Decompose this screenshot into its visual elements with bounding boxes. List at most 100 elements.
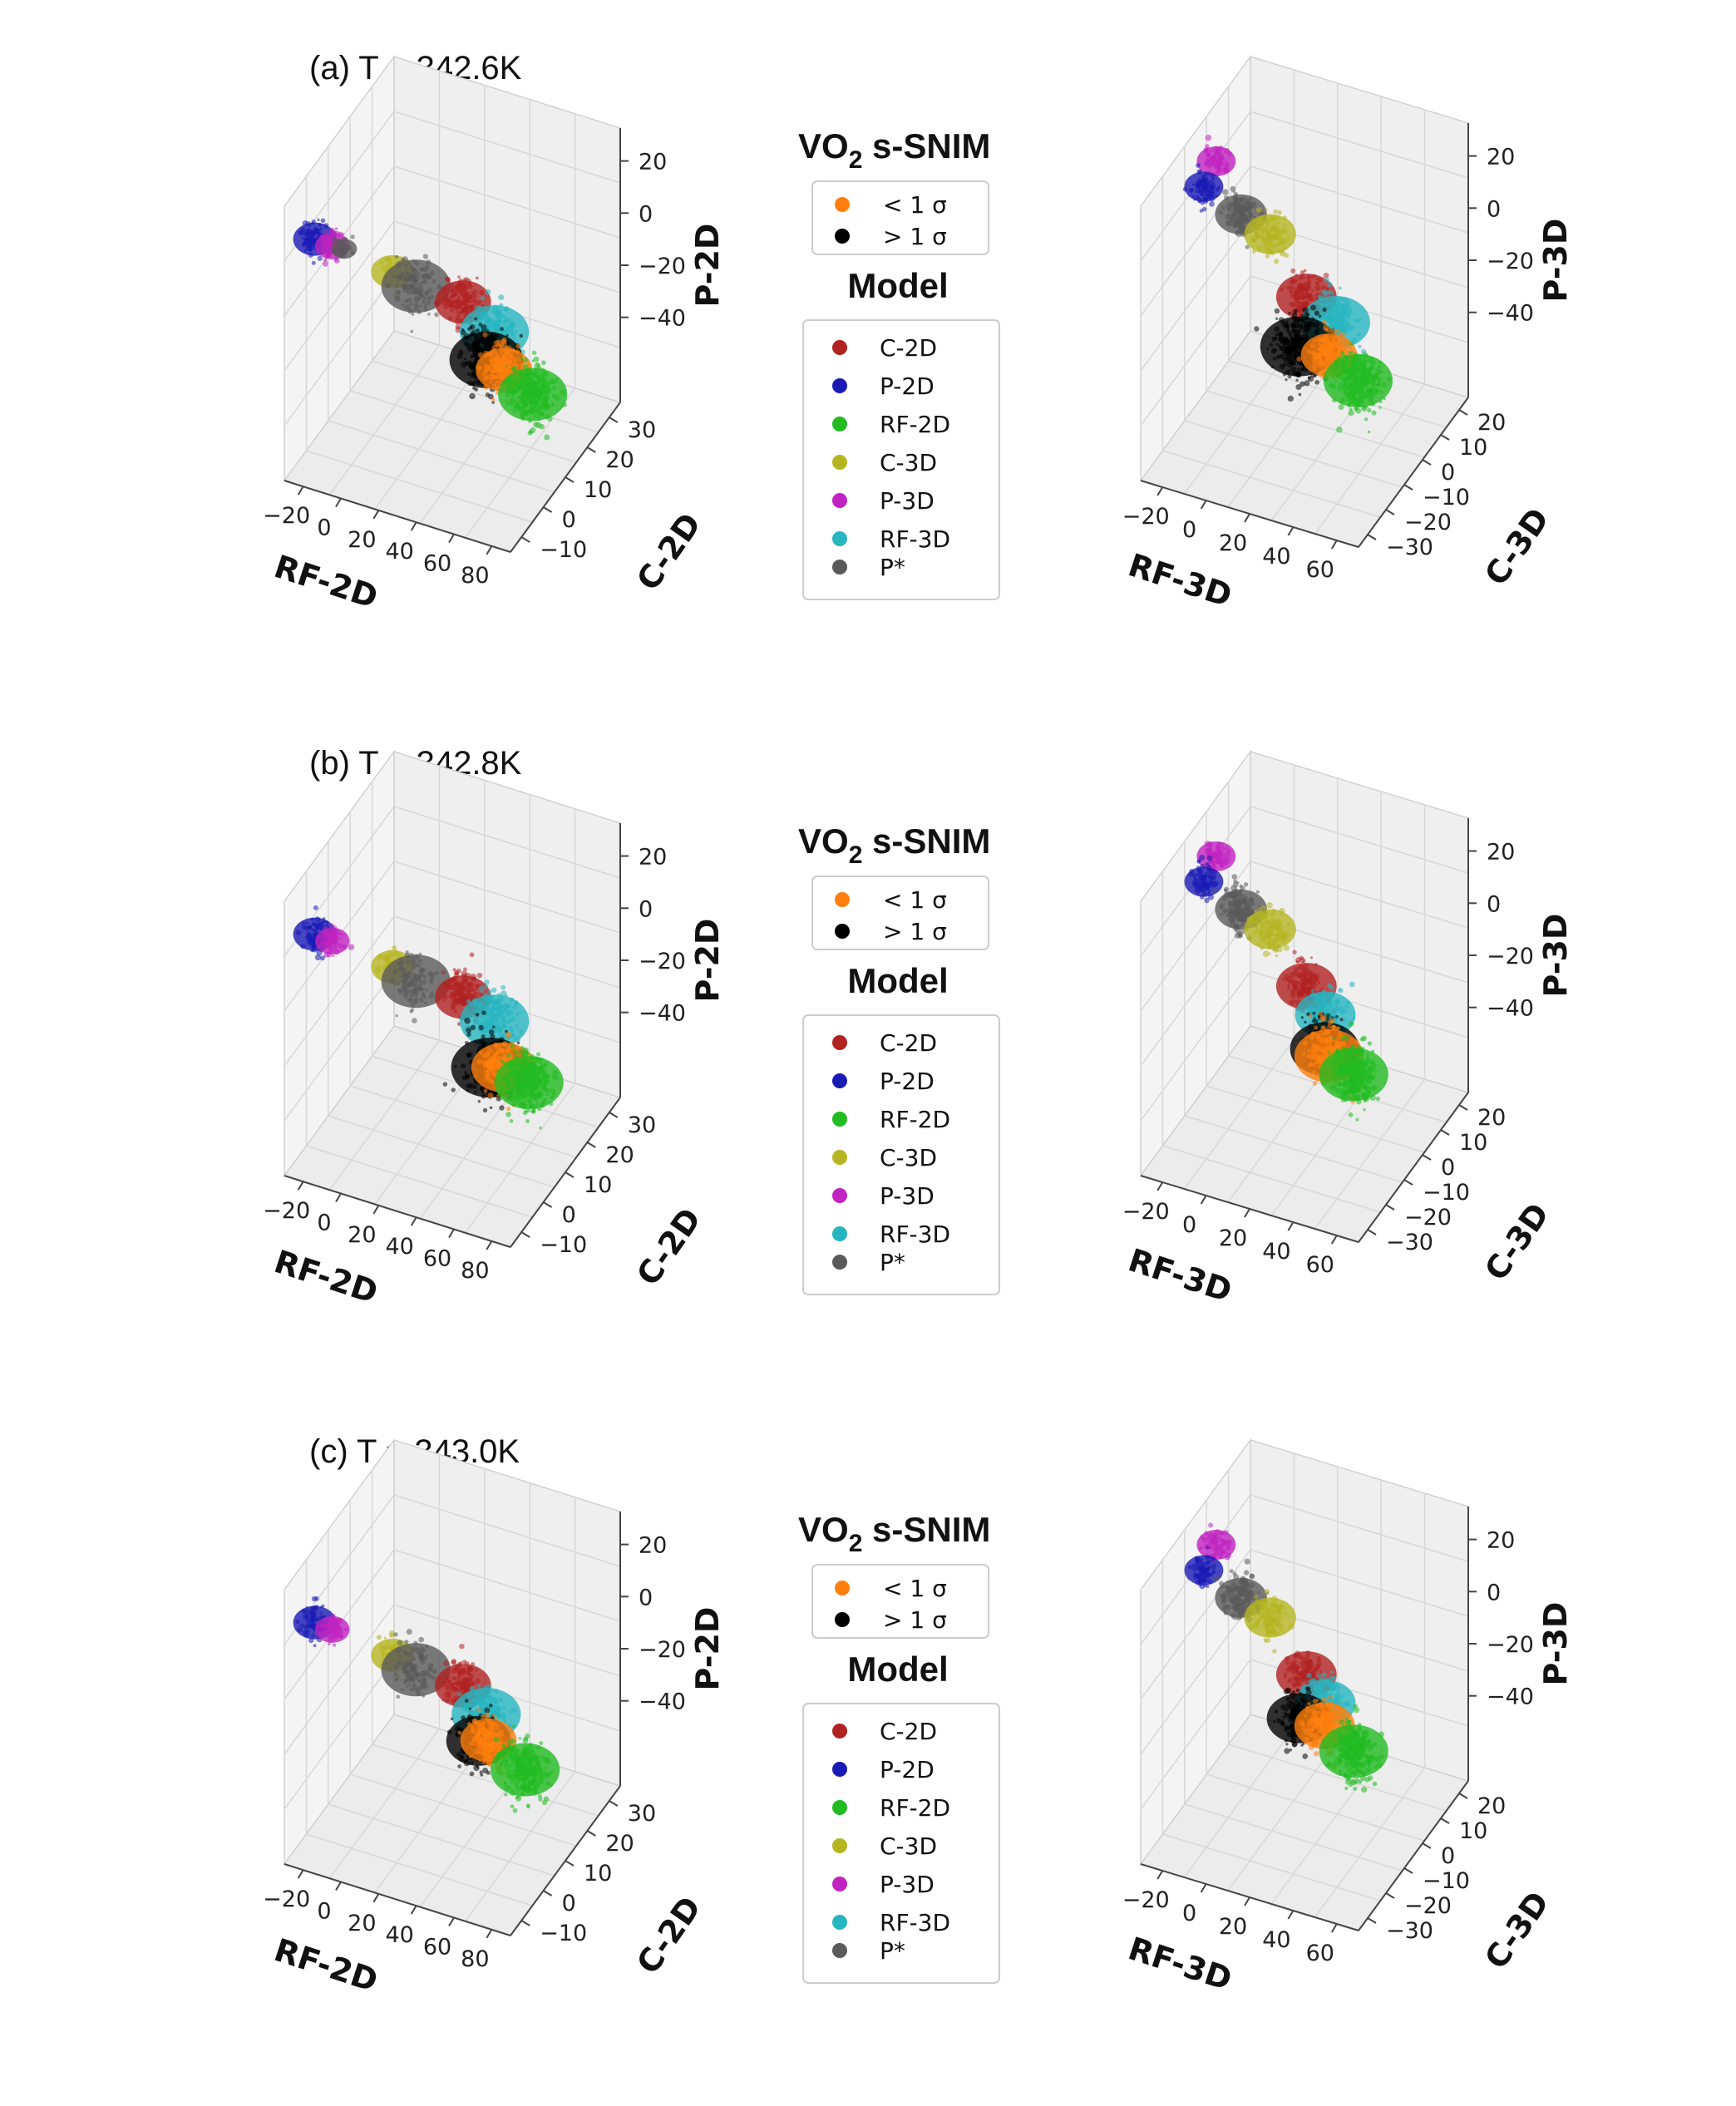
y-tick-label: −20 [1404, 510, 1452, 535]
z-tick-label: −40 [1487, 301, 1534, 327]
data-point [485, 289, 491, 295]
legend-marker [832, 417, 847, 432]
data-point [488, 1029, 495, 1035]
legend-marker [832, 455, 847, 470]
y-tick-label: −30 [1386, 535, 1433, 560]
grid-line [393, 165, 621, 239]
grid-line [1162, 450, 1381, 518]
data-point [506, 333, 509, 338]
legend-item: > 1 σ [883, 223, 947, 250]
y-tick-mark [543, 506, 553, 513]
data-point [536, 1052, 541, 1057]
data-point [1304, 380, 1310, 387]
y-tick-mark [1422, 459, 1432, 466]
data-point [1290, 268, 1296, 274]
data-point [1336, 427, 1343, 433]
legend-marker [832, 378, 847, 393]
y-tick-mark [565, 476, 575, 483]
y-tick-label: 10 [584, 1172, 612, 1198]
data-point [1309, 304, 1317, 311]
data-point [1274, 308, 1280, 314]
x-axis-label: RF-3D [1124, 546, 1236, 614]
x-tick-label: −20 [263, 503, 310, 529]
data-point [427, 312, 431, 316]
data-point [395, 1014, 398, 1018]
legend-title-sub: 2 [849, 146, 863, 174]
data-point [1230, 185, 1236, 192]
x-tick-label: 0 [1182, 517, 1196, 543]
data-point [498, 294, 505, 301]
cluster-layer [293, 218, 568, 441]
x-tick-label: 60 [423, 551, 451, 577]
data-point [523, 357, 529, 363]
y-tick-label: 20 [605, 447, 634, 473]
data-point [485, 392, 491, 397]
cluster-core [1184, 171, 1224, 202]
data-point [469, 952, 475, 958]
data-point [478, 323, 483, 327]
y-tick-label: −10 [540, 537, 587, 563]
data-point [466, 1032, 471, 1037]
x-tick-label: 40 [385, 539, 413, 565]
data-point [502, 339, 507, 345]
x-tick-mark [1330, 540, 1338, 550]
data-point [1329, 290, 1334, 296]
y-axis-line [1358, 397, 1469, 548]
z-axis-label: P-3D [1537, 219, 1574, 303]
grid-line [1140, 275, 1251, 427]
cluster-core [314, 927, 350, 954]
data-point [1265, 254, 1270, 259]
data-point [1307, 376, 1311, 380]
data-point [491, 987, 497, 994]
data-point [475, 276, 479, 280]
x-tick-label: 40 [1262, 544, 1290, 570]
cluster-core [1196, 145, 1236, 176]
data-point [1339, 286, 1342, 290]
data-point [1209, 201, 1215, 207]
data-point [509, 1118, 514, 1123]
data-point [520, 1053, 525, 1057]
data-point [506, 1053, 511, 1058]
data-point [530, 427, 536, 434]
x-tick-label: −20 [263, 1198, 310, 1224]
grid-line [349, 390, 577, 463]
y-axis-label: C-2D [629, 506, 708, 597]
data-point [317, 255, 323, 261]
data-point [334, 227, 338, 230]
x-tick-mark [1157, 486, 1164, 496]
data-point [531, 359, 535, 363]
data-point [441, 970, 446, 974]
y-axis-label: C-3D [1477, 501, 1556, 592]
data-point [1245, 244, 1250, 249]
x-tick-mark [372, 1205, 380, 1215]
data-point [1367, 430, 1371, 434]
data-point [475, 1013, 480, 1017]
cluster-core [331, 239, 358, 259]
grid-line [1314, 383, 1426, 535]
z-axis-label: P-2D [689, 919, 726, 1003]
z-tick-label: −20 [639, 949, 686, 974]
y-tick-mark [609, 1112, 619, 1118]
data-point [505, 1032, 511, 1039]
data-point [1288, 311, 1291, 315]
data-point [311, 260, 316, 265]
cluster-core [381, 259, 451, 313]
data-point [487, 989, 492, 994]
data-point [1355, 407, 1362, 414]
data-point [1273, 209, 1278, 215]
x-tick-mark [448, 1228, 455, 1239]
data-point [506, 1112, 511, 1117]
data-point [1314, 310, 1319, 316]
data-point [1322, 289, 1327, 294]
y-tick-mark [543, 1201, 553, 1208]
y-tick-label: 20 [605, 1142, 634, 1168]
data-point [513, 1048, 518, 1053]
x-tick-mark [448, 533, 455, 544]
data-point [477, 1100, 481, 1103]
y-tick-label: 30 [628, 417, 656, 443]
data-point [515, 343, 521, 349]
data-point [539, 1127, 542, 1130]
